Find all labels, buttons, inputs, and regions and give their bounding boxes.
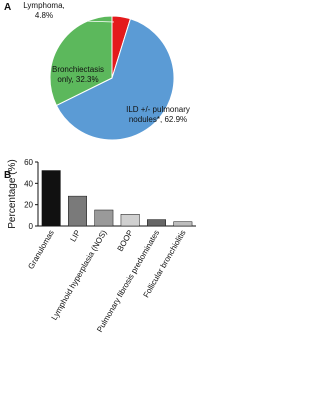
bar [94,209,114,227]
slice-label-name: Bronchiectasis [52,65,104,74]
y-tick-label: 20 [24,201,33,210]
slice-value-label: 62.9% [164,115,187,124]
bar [173,221,193,227]
y-axis-label: Percentage (%) [7,159,18,228]
panel-label: B [4,170,11,181]
slice-label-name: Lymphoma, [23,1,65,10]
bar [147,219,166,227]
slice-label: Lymphoma, 4.8% [23,1,65,20]
slice-label: Bronchiectasis only, 32.3% [52,65,104,84]
bar [120,214,140,227]
pie-slice [49,15,113,107]
slice-label: ILD +/- pulmonary nodules*, 62.9% [126,105,190,124]
slice-label-name: nodules*, [129,115,165,124]
x-tick-label: Lymphoid hyperplasia (NOS) [50,228,109,321]
x-tick-label: Granulomas [26,229,56,271]
bar [68,195,87,227]
slice-label-name: only, [57,75,76,84]
y-tick-label: 60 [24,158,33,167]
y-tick-label: 0 [29,222,34,231]
bar [41,170,61,227]
x-tick-label: LIP [68,229,82,244]
slice-value-label: 4.8% [35,11,53,20]
slice-label-name: ILD +/- pulmonary [126,105,190,114]
slice-value-label: 32.3% [76,75,99,84]
pie-slice [55,18,175,141]
leader-line [51,19,115,23]
y-tick-label: 40 [24,179,33,188]
panel-label: A [4,2,11,13]
x-tick-label: BOOP [116,229,135,254]
figure: A B Lymphoma, 4.8% ILD +/- pulmonary nodule… [4,1,196,334]
